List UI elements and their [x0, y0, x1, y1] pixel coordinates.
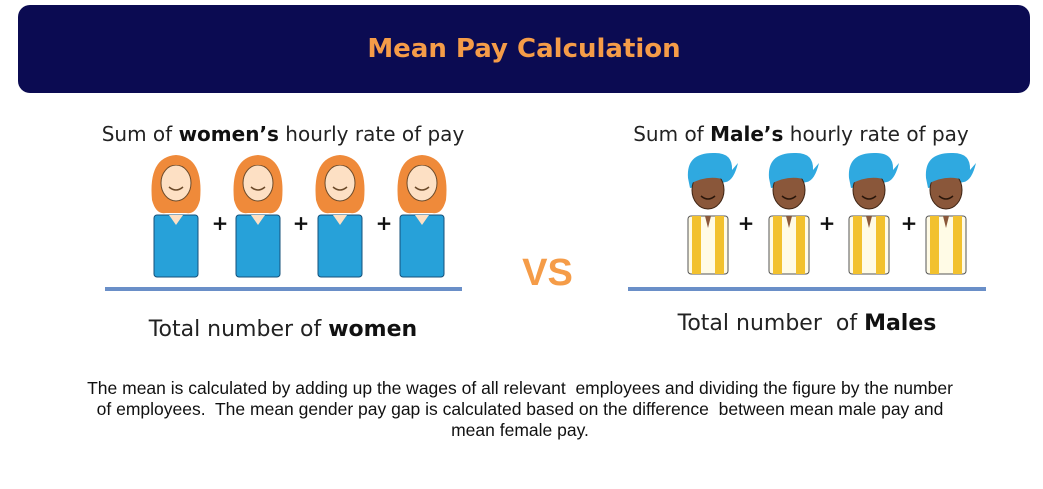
woman-icon	[152, 155, 201, 277]
women-denominator: Total number of women	[60, 317, 506, 342]
plus: +	[376, 211, 393, 235]
man-icon	[849, 153, 899, 274]
plus: +	[212, 211, 229, 235]
versus: VS	[500, 252, 595, 295]
plus: +	[819, 211, 836, 235]
emphasis: Males	[864, 311, 936, 336]
plus: +	[738, 211, 755, 235]
emphasis: women	[328, 317, 417, 342]
men-denominator: Total number of Males	[584, 311, 1030, 336]
man-icon	[926, 153, 976, 274]
woman-icon	[316, 155, 365, 277]
description: The mean is calculated by adding up the …	[80, 378, 960, 441]
plus: +	[293, 211, 310, 235]
man-icon	[688, 153, 738, 274]
infographic: Mean Pay Calculation Sum of women’s hour…	[0, 0, 1043, 489]
plus: +	[901, 211, 918, 235]
text: Total number of	[678, 311, 864, 336]
text: Total number of	[149, 317, 328, 342]
woman-icon	[234, 155, 283, 277]
man-icon	[769, 153, 819, 274]
woman-icon	[398, 155, 447, 277]
